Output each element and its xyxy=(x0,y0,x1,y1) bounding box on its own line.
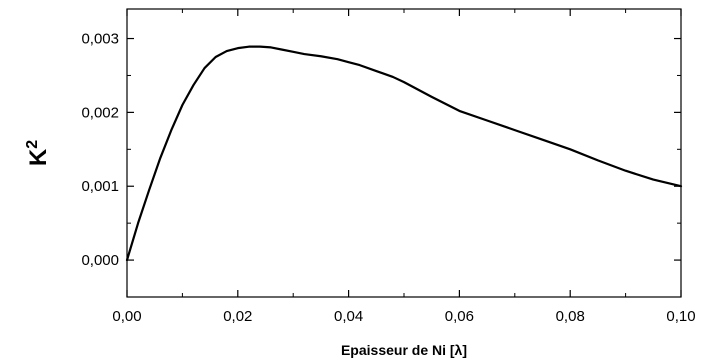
x-tick-label: 0,04 xyxy=(334,308,363,325)
series-line xyxy=(125,45,683,262)
x-tick-label: 0,02 xyxy=(223,308,252,325)
y-axis-title: K2 xyxy=(24,140,52,166)
y-axis-title-main: K xyxy=(25,148,52,166)
y-tick-label: 0,003 xyxy=(81,31,119,48)
y-tick-label: 0,002 xyxy=(81,104,119,121)
y-axis-title-superscript: 2 xyxy=(24,140,41,149)
plot-frame xyxy=(126,8,682,298)
y-tick-label: 0,001 xyxy=(81,178,119,195)
ticks-layer: 0,00 0,02 0,04 0,06 0,08 0,10 0,000 0,001 0,002 0… xyxy=(81,9,696,325)
x-tick-label: 0,10 xyxy=(666,308,695,325)
y-tick-label: 0,000 xyxy=(81,252,119,269)
x-tick-label: 0,00 xyxy=(112,308,141,325)
x-tick-label: 0,06 xyxy=(445,308,474,325)
x-tick-label: 0,08 xyxy=(556,308,585,325)
x-axis-title: Epaisseur de Ni [λ] xyxy=(341,342,467,358)
